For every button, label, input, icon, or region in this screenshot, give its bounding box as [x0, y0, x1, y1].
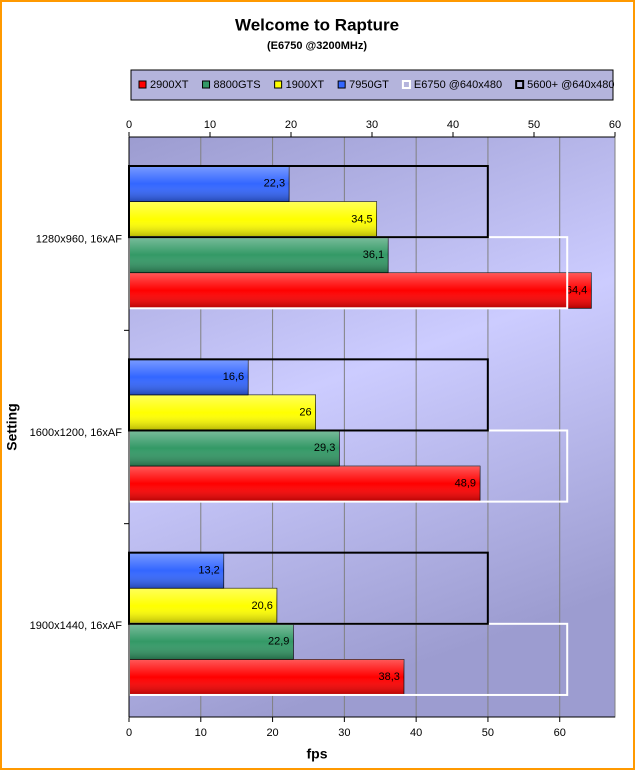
data-label: 64,4: [566, 284, 587, 296]
legend-label: 2900XT: [150, 79, 189, 91]
bar-shade: [129, 588, 277, 624]
bar-shade: [129, 394, 316, 431]
x2-tick-label: 0: [126, 119, 132, 131]
bar-shade: [129, 201, 377, 238]
legend-swatch: [138, 80, 147, 89]
bar-shade: [129, 466, 481, 502]
legend: [130, 69, 614, 101]
x2-tick-label: 60: [609, 119, 621, 131]
y-axis-label: Setting: [4, 403, 20, 450]
legend-swatch: [274, 80, 283, 89]
x-tick-label: 60: [554, 727, 566, 739]
data-label: 36,1: [363, 249, 384, 261]
data-label: 22,3: [264, 178, 285, 190]
bar-shade: [129, 430, 340, 467]
data-label: 22,9: [268, 636, 289, 648]
legend-swatch: [202, 80, 211, 89]
y-tick-label: 1600x1200, 16xAF: [30, 427, 123, 439]
legend-label: 1900XT: [286, 79, 325, 91]
y-tick-label: 1900x1440, 16xAF: [30, 620, 123, 632]
data-label: 34,5: [351, 213, 372, 225]
legend-label: 5600+ @640x480: [527, 79, 614, 91]
x2-tick-label: 30: [366, 119, 378, 131]
x-tick-label: 30: [338, 727, 350, 739]
legend-label: 8800GTS: [214, 79, 261, 91]
x2-tick-label: 50: [528, 119, 540, 131]
y-tick-label: 1280x960, 16xAF: [36, 234, 123, 246]
data-label: 29,3: [314, 442, 335, 454]
legend-label: E6750 @640x480: [414, 79, 502, 91]
x-tick-label: 40: [410, 727, 422, 739]
x-axis-label: fps: [307, 746, 328, 762]
data-label: 38,3: [379, 671, 400, 683]
data-label: 26: [299, 407, 311, 419]
x-tick-label: 10: [195, 727, 207, 739]
bar-shade: [129, 272, 592, 309]
data-label: 48,9: [455, 478, 476, 490]
bar-shade: [129, 659, 404, 695]
x2-tick-label: 10: [204, 119, 216, 131]
legend-swatch: [337, 80, 346, 89]
bar-shade: [129, 552, 224, 589]
data-label: 13,2: [198, 564, 219, 576]
bar-shade: [129, 166, 290, 202]
bar-shade: [129, 623, 294, 660]
legend-swatch: [401, 80, 411, 89]
x-tick-label: 50: [482, 727, 494, 739]
x-tick-label: 0: [126, 727, 132, 739]
x-tick-label: 20: [266, 727, 278, 739]
legend-swatch: [515, 80, 525, 89]
x2-tick-label: 20: [285, 119, 297, 131]
data-label: 16,6: [223, 371, 244, 383]
data-label: 20,6: [251, 600, 272, 612]
bar-shade: [129, 359, 249, 395]
x2-tick-label: 40: [447, 119, 459, 131]
chart-subtitle: (E6750 @3200MHz): [267, 40, 367, 52]
chart-title: Welcome to Rapture: [235, 15, 399, 34]
bar-shade: [129, 237, 389, 273]
legend-label: 7950GT: [349, 79, 389, 91]
